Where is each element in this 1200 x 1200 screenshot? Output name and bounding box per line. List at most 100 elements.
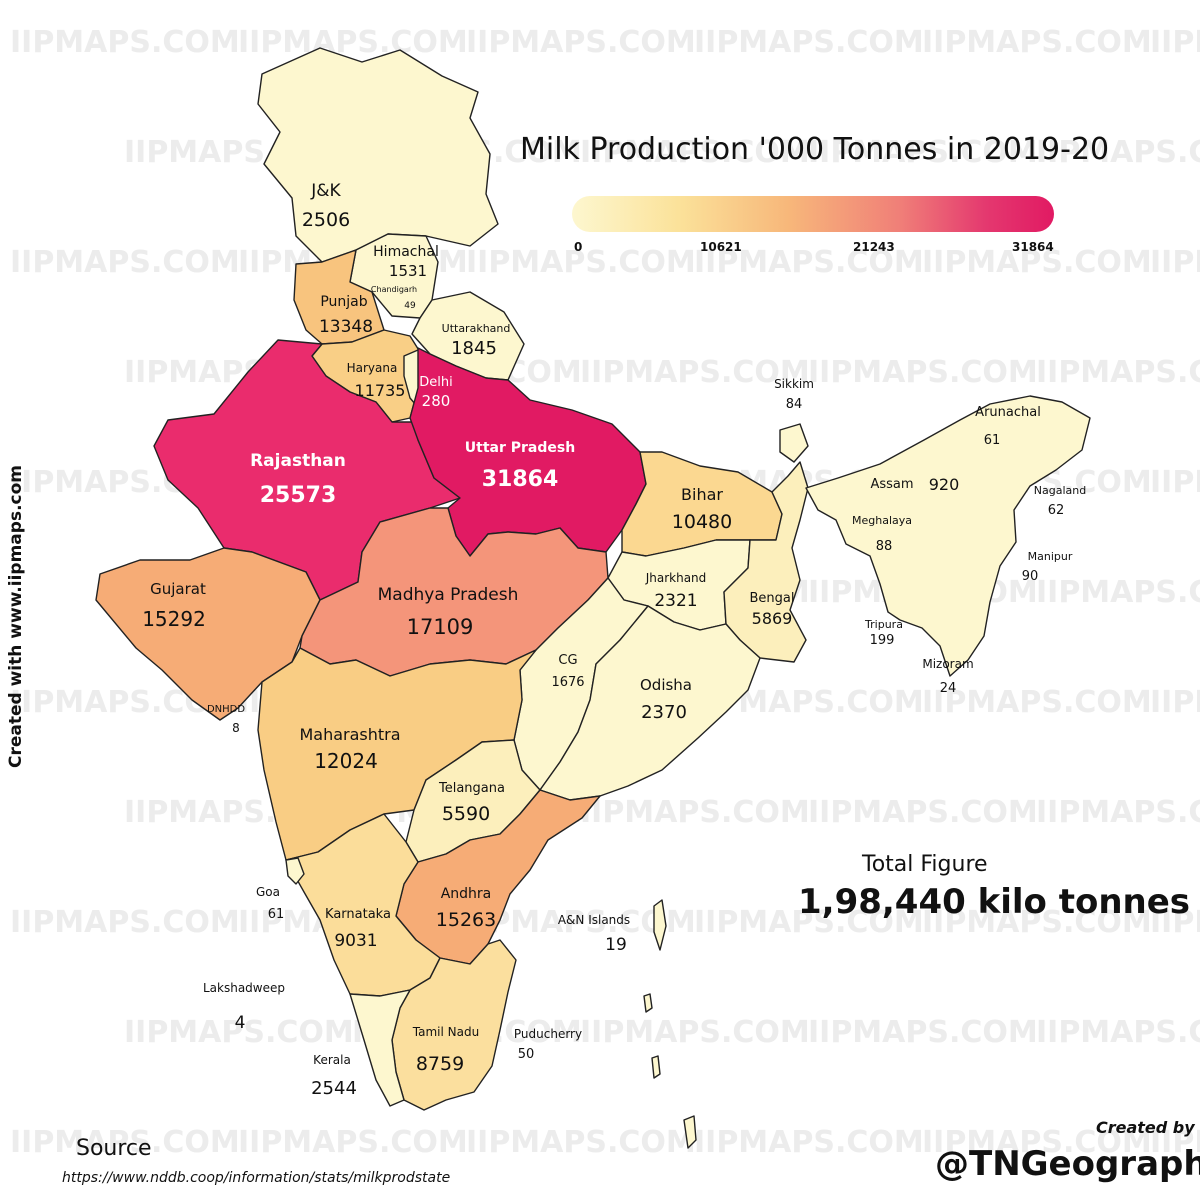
region-shape-goa	[285, 857, 305, 885]
watermark-text-14: IIPMAPS.COM	[466, 245, 696, 280]
total-figure-title: Total Figure	[862, 852, 988, 877]
watermark-text-40: IIPMAPS.COM	[922, 685, 1152, 720]
region-value-andhra: 15263	[436, 909, 496, 931]
state-labels: J&K 2506 Himachal 1531 Chandigarh 49 Punjab 133…	[142, 181, 1086, 1099]
watermark-text-60: IIPMAPS.COM	[10, 1125, 240, 1160]
region-name-delhi: Delhi	[419, 375, 452, 390]
watermark-text-22: IIPMAPS.COM	[1036, 355, 1200, 390]
source-url[interactable]: https://www.nddb.coop/information/stats/…	[62, 1170, 451, 1186]
region-value-kerala: 2544	[311, 1078, 357, 1099]
region-name-goa: Goa	[256, 885, 280, 899]
region-value-chandigarh: 49	[404, 301, 416, 311]
legend-tick-2: 21243	[853, 240, 895, 254]
watermark-text-56: IIPMAPS.COM	[580, 1015, 810, 1050]
region-value-telangana: 5590	[442, 803, 490, 825]
region-name-telangana: Telangana	[438, 781, 505, 796]
region-value-jharkhand: 2321	[654, 591, 697, 611]
watermark-text-48: IIPMAPS.COM	[10, 905, 240, 940]
region-value-jk: 2506	[302, 209, 350, 231]
watermark-text-3: IIPMAPS.COM	[694, 25, 924, 60]
region-name-sikkim: Sikkim	[774, 377, 814, 391]
region-name-nagaland: Nagaland	[1034, 484, 1086, 497]
region-name-tn: Tamil Nadu	[412, 1025, 479, 1039]
watermark-text-63: IIPMAPS.COM	[694, 1125, 924, 1160]
author-handle[interactable]: @TNGeography	[935, 1144, 1200, 1184]
region-value-mizoram: 24	[940, 681, 957, 696]
region-value-odisha: 2370	[641, 702, 687, 723]
region-value-sikkim: 84	[786, 397, 803, 412]
region-shape-northeast	[805, 395, 1091, 677]
watermark-text-52: IIPMAPS.COM	[922, 905, 1152, 940]
watermark-text-34: IIPMAPS.COM	[1036, 575, 1200, 610]
region-value-meghalaya: 88	[876, 539, 893, 554]
region-name-andhra: Andhra	[441, 886, 492, 902]
watermark-text-57: IIPMAPS.COM	[808, 1015, 1038, 1050]
watermark-text-53: IIPMAPS.COM	[1150, 905, 1200, 940]
region-value-cg: 1676	[551, 675, 584, 690]
legend-tick-1: 10621	[700, 240, 742, 254]
region-value-maharashtra: 12024	[314, 749, 378, 773]
region-name-dnhdd: DNHDD	[207, 704, 245, 715]
region-value-puducherry: 50	[518, 1047, 535, 1062]
region-value-delhi: 280	[422, 392, 451, 410]
region-shape-bengal	[723, 461, 809, 663]
region-shape-gujarat	[95, 547, 321, 721]
watermark-text-1: IIPMAPS.COM	[238, 25, 468, 60]
region-name-up: Uttar Pradesh	[465, 440, 575, 456]
region-value-rajasthan: 25573	[260, 483, 337, 508]
region-name-uttarakhand: Uttarakhand	[442, 322, 511, 335]
watermark-text-12: IIPMAPS.COM	[10, 245, 240, 280]
region-name-rajasthan: Rajasthan	[250, 451, 346, 471]
watermark-text-2: IIPMAPS.COM	[466, 25, 696, 60]
region-shape-karnataka	[285, 813, 441, 997]
region-name-arunachal: Arunachal	[975, 405, 1041, 420]
watermark-text-44: IIPMAPS.COM	[580, 795, 810, 830]
watermark-text-21: IIPMAPS.COM	[808, 355, 1038, 390]
created-by-label: Created by	[1096, 1118, 1195, 1137]
legend-tick-3: 31864	[1012, 240, 1054, 254]
region-shape-kerala	[349, 989, 411, 1107]
watermark-text-65: IIPMAPS.COM	[1150, 1125, 1200, 1160]
region-name-jharkhand: Jharkhand	[645, 571, 707, 585]
region-value-bengal: 5869	[752, 609, 793, 628]
region-name-bengal: Bengal	[750, 591, 795, 606]
region-name-manipur: Manipur	[1028, 550, 1073, 563]
region-value-gujarat: 15292	[142, 607, 206, 631]
source-label: Source	[76, 1136, 152, 1161]
map-title: Milk Production '000 Tonnes in 2019-20	[520, 132, 1110, 167]
region-name-mizoram: Mizoram	[922, 657, 973, 671]
region-name-meghalaya: Meghalaya	[852, 514, 912, 527]
watermark-text-54: IIPMAPS.COM	[124, 1015, 354, 1050]
watermark-text-46: IIPMAPS.COM	[1036, 795, 1200, 830]
watermark-text-10: IIPMAPS.COM	[1036, 135, 1200, 170]
watermark-text-15: IIPMAPS.COM	[694, 245, 924, 280]
region-name-gujarat: Gujarat	[150, 580, 206, 598]
region-name-bihar: Bihar	[681, 485, 723, 504]
region-name-chandigarh: Chandigarh	[371, 285, 417, 294]
region-shape-jk	[257, 47, 499, 263]
region-value-goa: 61	[268, 907, 285, 922]
watermark-text-29: IIPMAPS.COM	[1150, 465, 1200, 500]
region-shape-sikkim	[779, 423, 809, 463]
region-value-haryana: 11735	[355, 381, 406, 400]
region-name-lakshadweep: Lakshadweep	[203, 981, 285, 995]
region-name-odisha: Odisha	[640, 676, 692, 694]
region-name-punjab: Punjab	[320, 294, 367, 310]
region-value-arunachal: 61	[984, 433, 1001, 448]
watermark-text-62: IIPMAPS.COM	[466, 1125, 696, 1160]
region-name-haryana: Haryana	[347, 361, 398, 375]
watermark-text-9: IIPMAPS.COM	[808, 135, 1038, 170]
watermark-text-51: IIPMAPS.COM	[694, 905, 924, 940]
total-figure-value: 1,98,440 kilo tonnes	[798, 882, 1191, 922]
region-value-punjab: 13348	[319, 317, 373, 337]
watermark-text-45: IIPMAPS.COM	[808, 795, 1038, 830]
watermark-text-8: IIPMAPS.COM	[580, 135, 810, 170]
region-name-mp: Madhya Pradesh	[378, 585, 519, 605]
region-shape-an	[643, 899, 697, 1149]
region-value-karnataka: 9031	[334, 931, 377, 951]
region-value-lakshadweep: 4	[235, 1013, 246, 1033]
region-value-uttarakhand: 1845	[451, 338, 497, 359]
watermark-text-16: IIPMAPS.COM	[922, 245, 1152, 280]
